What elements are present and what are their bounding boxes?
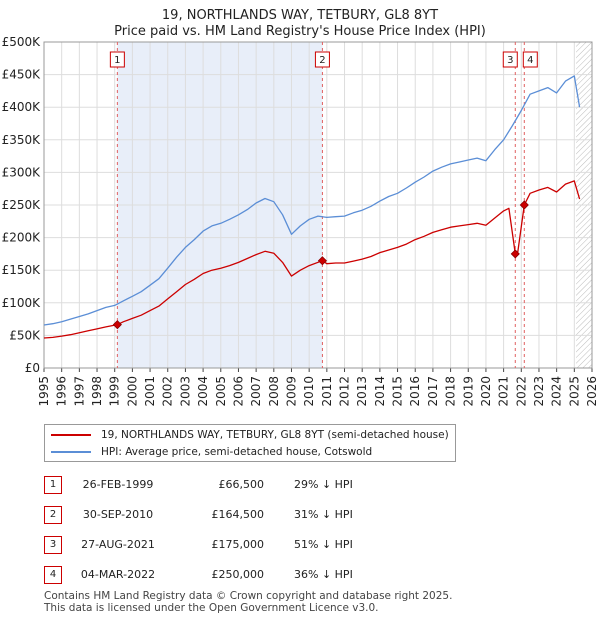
chart-subtitle: Price paid vs. HM Land Registry's House …	[114, 24, 486, 39]
y-tick-label: £50K	[9, 328, 41, 342]
x-tick-label: 2022	[514, 376, 528, 407]
sale-row: 1 26-FEB-1999 £66,500 29% ↓ HPI	[44, 476, 464, 496]
x-tick-label: 2011	[320, 376, 334, 407]
x-tick-label: 2012	[338, 376, 352, 407]
x-tick-label: 2023	[532, 376, 546, 407]
x-tick-label: 2003	[178, 376, 192, 407]
sale-hpi-diff: 29% ↓ HPI	[294, 478, 353, 491]
sale-marker-box	[502, 51, 518, 68]
y-tick-label: £200K	[2, 231, 42, 245]
x-tick-label: 2025	[567, 376, 581, 407]
sale-row: 2 30-SEP-2010 £164,500 31% ↓ HPI	[44, 506, 464, 526]
x-tick-label: 2009	[284, 376, 298, 407]
x-tick-label: 2017	[426, 376, 440, 407]
sale-marker-label: 4	[527, 55, 533, 66]
y-tick-label: £500K	[2, 35, 42, 49]
sale-price: £164,500	[211, 508, 265, 521]
x-tick-label: 2010	[302, 376, 316, 407]
legend-swatch-property	[51, 434, 91, 436]
sale-marker-label: 3	[507, 55, 513, 66]
sale-date: 04-MAR-2022	[80, 568, 156, 581]
sale-point	[112, 320, 122, 330]
y-tick-label: £250K	[2, 198, 42, 212]
x-tick-label: 2008	[267, 376, 281, 407]
sale-hpi-diff: 31% ↓ HPI	[294, 508, 353, 521]
sale-number-badge: 4	[44, 566, 62, 584]
sale-point	[519, 200, 529, 210]
sale-marker-label: 2	[319, 55, 325, 66]
legend-swatch-hpi	[51, 451, 91, 453]
x-tick-label: 2013	[355, 376, 369, 407]
sale-number-badge: 1	[44, 476, 62, 494]
x-tick-label: 2005	[214, 376, 228, 407]
x-tick-label: 2016	[408, 376, 422, 407]
x-tick-label: 1995	[37, 376, 51, 407]
sale-marker-box	[522, 51, 538, 68]
sale-date: 26-FEB-1999	[82, 478, 154, 491]
x-tick-label: 1996	[55, 376, 69, 407]
x-tick-label: 2000	[125, 376, 139, 407]
sale-number-badge: 3	[44, 536, 62, 554]
sale-marker-box	[109, 51, 125, 68]
legend-label-property: 19, NORTHLANDS WAY, TETBURY, GL8 8YT (se…	[101, 429, 449, 441]
plot-frame	[43, 41, 593, 369]
chart-title: 19, NORTHLANDS WAY, TETBURY, GL8 8YT	[161, 8, 439, 23]
y-tick-label: £350K	[2, 133, 42, 147]
footer-license: This data is licensed under the Open Gov…	[44, 602, 379, 614]
sale-hpi-diff: 36% ↓ HPI	[294, 568, 353, 581]
x-tick-label: 1997	[72, 376, 86, 407]
y-tick-label: £400K	[2, 100, 42, 114]
sale-number-badge: 2	[44, 506, 62, 524]
legend-label-hpi: HPI: Average price, semi-detached house,…	[101, 446, 373, 458]
x-tick-label: 2019	[461, 376, 475, 407]
x-tick-label: 2024	[550, 376, 564, 407]
sale-row: 3 27-AUG-2021 £175,000 51% ↓ HPI	[44, 536, 464, 556]
x-tick-label: 2020	[479, 376, 493, 407]
sale-price: £66,500	[218, 478, 265, 491]
x-tick-label: 2026	[585, 376, 599, 407]
price-chart: £0 £50K £100K £150K £200K £250K £300K £350K £400…	[2, 35, 599, 407]
sale-hpi-diff: 51% ↓ HPI	[294, 538, 353, 551]
footer-copyright: Contains HM Land Registry data © Crown c…	[44, 590, 453, 602]
x-tick-label: 1998	[90, 376, 104, 407]
legend-item-property: 19, NORTHLANDS WAY, TETBURY, GL8 8YT (se…	[51, 427, 449, 443]
y-tick-label: £100K	[2, 296, 42, 310]
sale-marker-box	[314, 51, 330, 68]
x-tick-label: 2006	[231, 376, 245, 407]
y-tick-label: £300K	[2, 165, 42, 179]
legend: 19, NORTHLANDS WAY, TETBURY, GL8 8YT (se…	[44, 424, 456, 462]
x-tick-label: 2021	[497, 376, 511, 407]
y-tick-label: £0	[25, 361, 40, 375]
y-tick-label: £150K	[2, 263, 42, 277]
x-tick-label: 1999	[108, 376, 122, 407]
x-tick-label: 2018	[444, 376, 458, 407]
sale-point	[317, 256, 327, 266]
footer: Contains HM Land Registry data © Crown c…	[44, 590, 452, 614]
x-tick-label: 2001	[143, 376, 157, 407]
x-tick-label: 2002	[161, 376, 175, 407]
sale-row: 4 04-MAR-2022 £250,000 36% ↓ HPI	[44, 566, 464, 586]
sale-price: £250,000	[211, 568, 265, 581]
x-tick-label: 2014	[373, 376, 387, 407]
y-tick-label: £450K	[2, 68, 42, 82]
legend-item-hpi: HPI: Average price, semi-detached house,…	[51, 444, 372, 460]
x-tick-label: 2004	[196, 376, 210, 407]
sale-date: 30-SEP-2010	[82, 508, 154, 521]
hpi-line	[43, 75, 581, 326]
sale-date: 27-AUG-2021	[81, 538, 155, 551]
sale-marker-label: 1	[114, 55, 120, 66]
x-tick-label: 2015	[391, 376, 405, 407]
x-tick-label: 2007	[249, 376, 263, 407]
sale-point	[510, 249, 520, 259]
sale-price: £175,000	[211, 538, 265, 551]
